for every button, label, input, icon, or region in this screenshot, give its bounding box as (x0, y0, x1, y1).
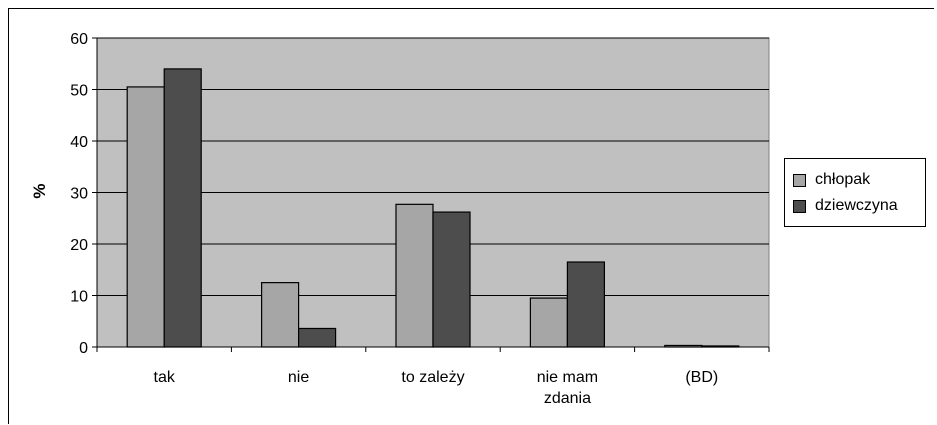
legend-label-chlopak: chłopak (815, 171, 871, 188)
x-tick-label: tak (154, 369, 176, 386)
bar-ch-opak-5 (664, 344, 703, 348)
bar-ch-opak-4 (529, 297, 569, 348)
legend-swatch-dziewczyna (793, 199, 806, 213)
y-tick-label: 30 (70, 186, 88, 203)
bar-ch-opak-1 (126, 86, 165, 348)
x-tick-label: zdania (544, 390, 591, 407)
legend-item-chlopak: chłopak (793, 170, 870, 190)
legend-swatch-chlopak (793, 173, 806, 187)
y-tick-label: 50 (70, 83, 88, 100)
y-tick-label: 40 (70, 134, 88, 151)
x-tick-label: to zależy (401, 369, 464, 386)
x-tick-label: nie mam (537, 369, 598, 386)
bar-dziewczyna-1 (163, 68, 202, 348)
bar-dziewczyna-5 (701, 345, 740, 348)
bar-dziewczyna-4 (566, 261, 606, 348)
y-axis-label: % (30, 183, 49, 198)
y-tick-label: 60 (70, 31, 88, 48)
y-tick-label: 0 (79, 340, 88, 357)
bar-ch-opak-3 (395, 203, 434, 348)
x-tick-label: (BD) (685, 369, 718, 386)
legend-item-dziewczyna: dziewczyna (793, 196, 898, 216)
bar-dziewczyna-2 (298, 327, 337, 348)
legend: chłopak dziewczyna (784, 158, 926, 227)
y-tick-label: 10 (70, 289, 88, 306)
x-tick-label: nie (288, 369, 309, 386)
legend-label-dziewczyna: dziewczyna (815, 197, 898, 214)
bar-ch-opak-2 (261, 282, 300, 348)
chart-frame (8, 8, 934, 424)
y-tick-label: 20 (70, 237, 88, 254)
bar-dziewczyna-3 (432, 211, 471, 348)
